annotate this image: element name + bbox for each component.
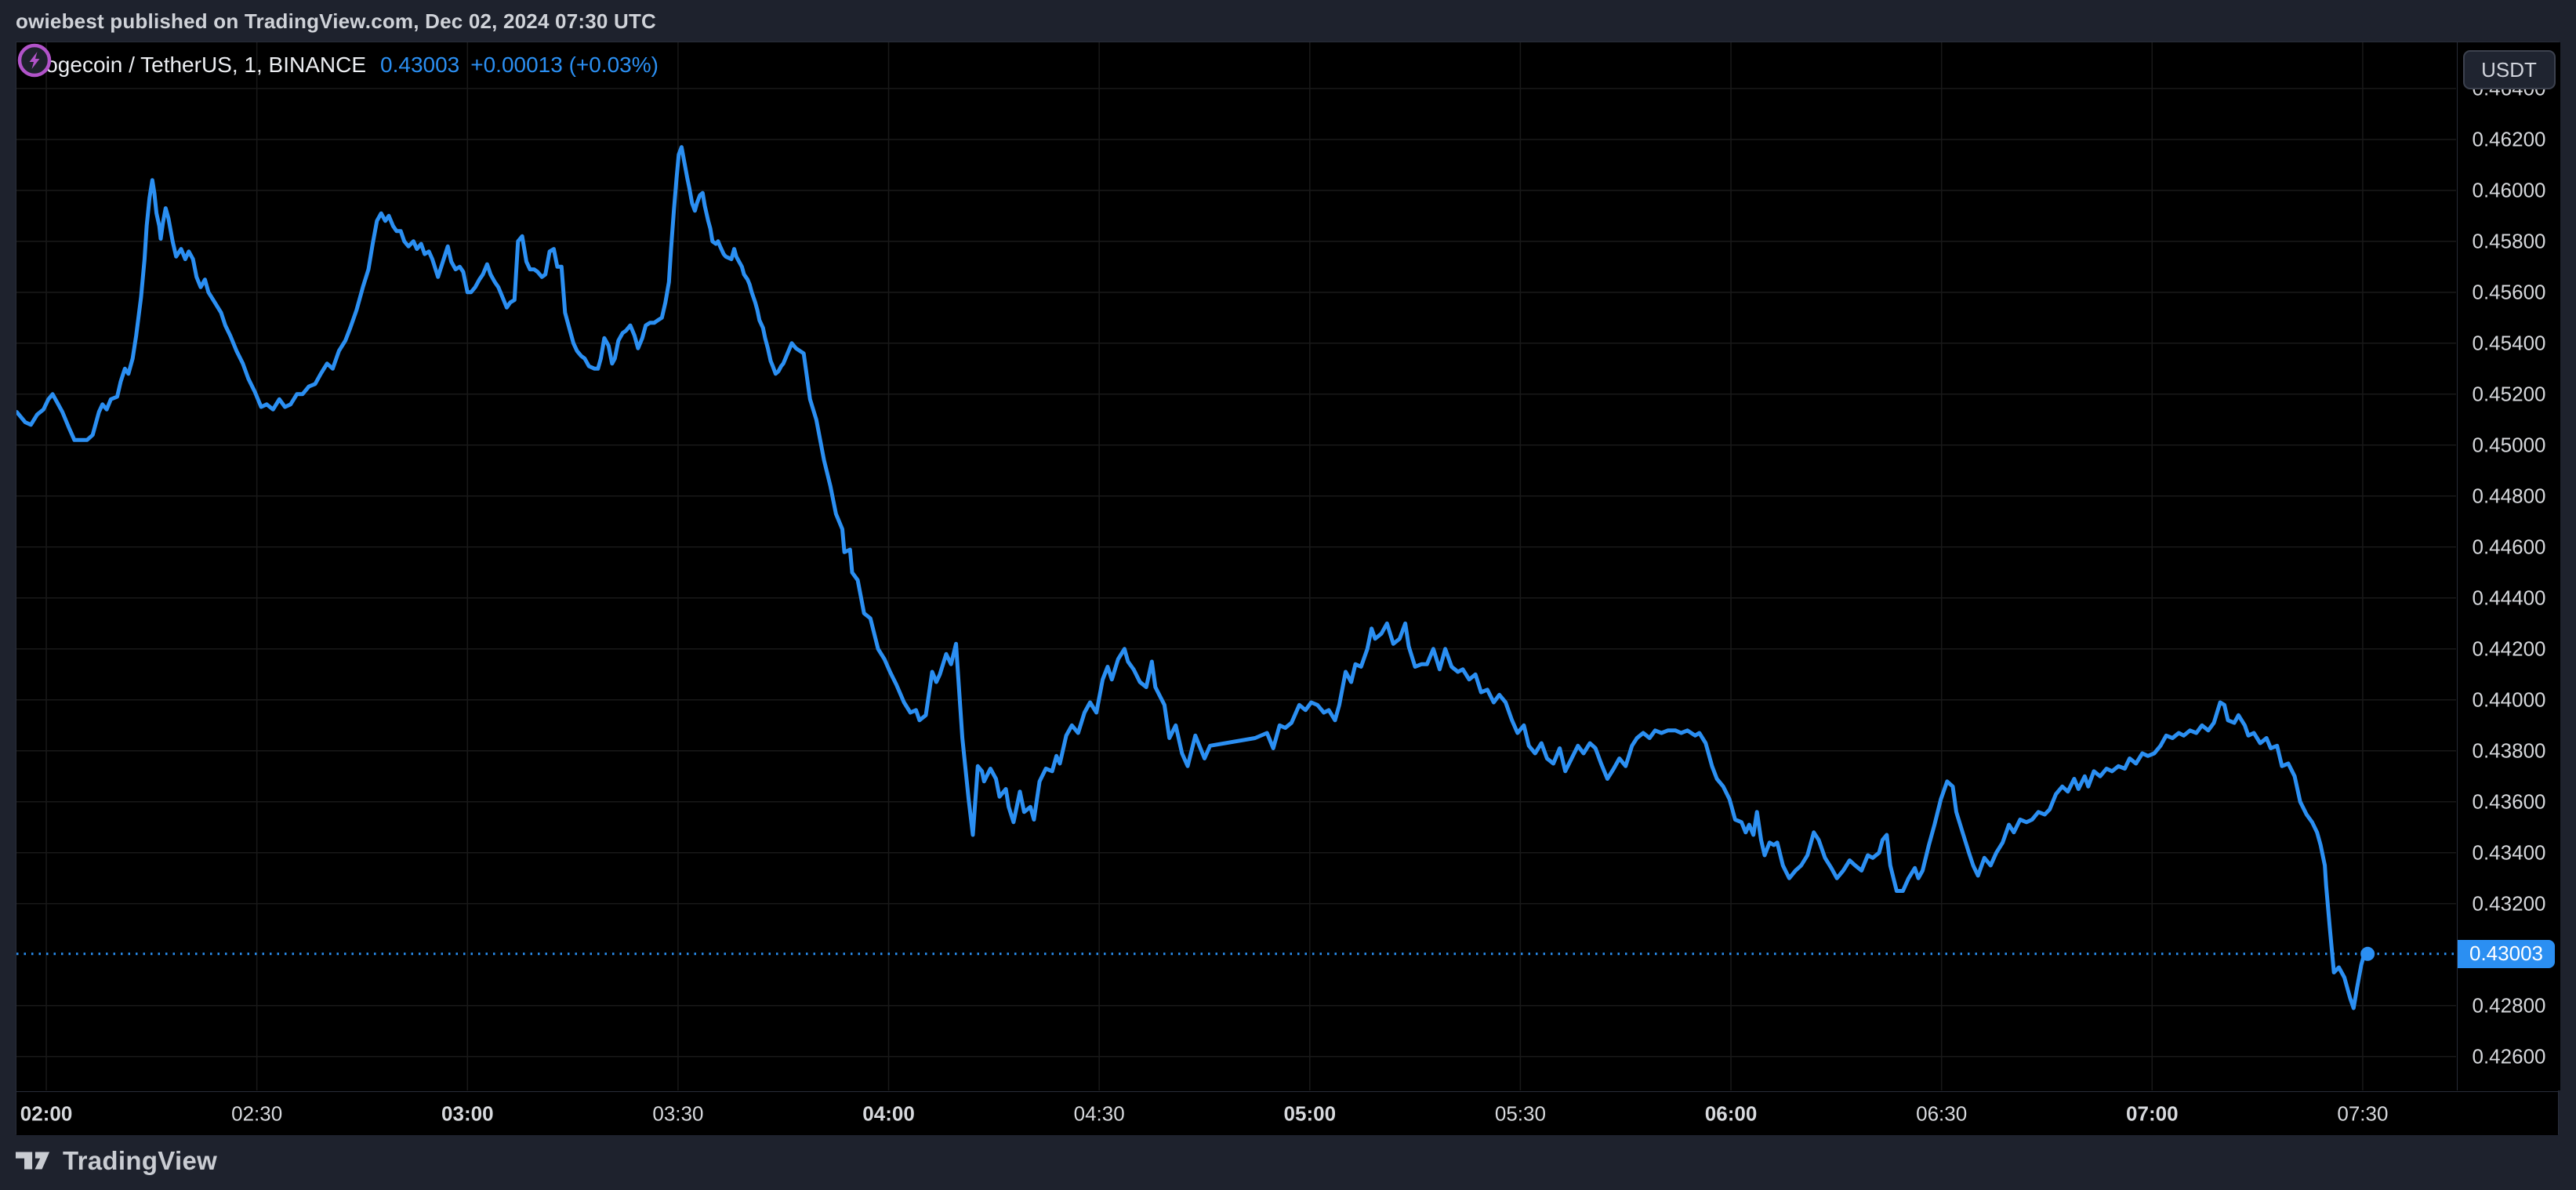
price-tick-label: 0.42600 [2472, 1044, 2546, 1068]
chart-legend: Dogecoin / TetherUS, 1, BINANCE 0.43003 +0… [30, 53, 659, 78]
time-tick-label: 05:00 [1283, 1101, 1337, 1125]
price-tick-label: 0.44600 [2472, 535, 2546, 559]
tradingview-logo-text[interactable]: TradingView [63, 1146, 218, 1175]
time-tick-label: 03:00 [441, 1101, 494, 1125]
price-tick-label: 0.44200 [2472, 637, 2546, 661]
price-tick-label: 0.46000 [2472, 178, 2546, 202]
time-tick-label: 02:30 [231, 1101, 283, 1125]
price-tick-label: 0.43800 [2472, 738, 2546, 763]
price-tick-label: 0.46200 [2472, 127, 2546, 151]
time-tick-label: 02:00 [20, 1101, 73, 1125]
last-price-value: 0.43003 [380, 53, 460, 77]
price-tick-label: 0.45600 [2472, 280, 2546, 304]
time-tick-label: 06:00 [1704, 1101, 1758, 1125]
time-axis[interactable]: 02:00 02:30 03:00 03:30 04:00 04:30 05:00 05:30… [16, 1091, 2558, 1135]
time-tick-label: 06:30 [1916, 1101, 1968, 1125]
price-tick-label: 0.43200 [2472, 891, 2546, 916]
price-line-chart [16, 42, 2456, 1090]
time-tick-label: 04:30 [1073, 1101, 1125, 1125]
lightning-bolt-glyph [29, 52, 40, 69]
price-tick-label: 0.43400 [2472, 840, 2546, 865]
price-tick-label: 0.45200 [2472, 382, 2546, 406]
time-tick-label: 07:30 [2337, 1101, 2389, 1125]
chart-frame: Dogecoin / TetherUS, 1, BINANCE 0.43003 +0… [16, 42, 2560, 1135]
price-chart-plot[interactable]: Dogecoin / TetherUS, 1, BINANCE 0.43003 +0… [16, 42, 2456, 1090]
price-tick-label: 0.43600 [2472, 789, 2546, 814]
price-tick-label: 0.44400 [2472, 586, 2546, 610]
attribution-text: owiebest published on TradingView.com, D… [16, 9, 657, 33]
price-tick-label: 0.45400 [2472, 331, 2546, 355]
currency-toggle-button[interactable]: USDT [2462, 50, 2556, 89]
footer: TradingView [16, 1146, 217, 1176]
price-tick-label: 0.45800 [2472, 229, 2546, 253]
symbol-title[interactable]: Dogecoin / TetherUS, 1, BINANCE [30, 53, 367, 77]
last-price-label: 0.43003 [2458, 939, 2555, 968]
lightning-idea-icon[interactable] [16, 42, 53, 78]
price-change-value: +0.00013 (+0.03%) [470, 53, 659, 77]
price-axis[interactable]: USDT 0.43003 0.464000.462000.460000.4580… [2457, 42, 2560, 1090]
price-tick-label: 0.42800 [2472, 993, 2546, 1018]
price-tick-label: 0.44000 [2472, 688, 2546, 712]
price-tick-label: 0.45000 [2472, 433, 2546, 457]
tradingview-logo-icon[interactable] [16, 1151, 52, 1171]
price-tick-label: 0.44800 [2472, 484, 2546, 508]
time-tick-label: 07:00 [2126, 1101, 2179, 1125]
time-tick-label: 03:30 [652, 1101, 704, 1125]
time-tick-label: 05:30 [1494, 1101, 1546, 1125]
time-tick-label: 04:00 [862, 1101, 915, 1125]
